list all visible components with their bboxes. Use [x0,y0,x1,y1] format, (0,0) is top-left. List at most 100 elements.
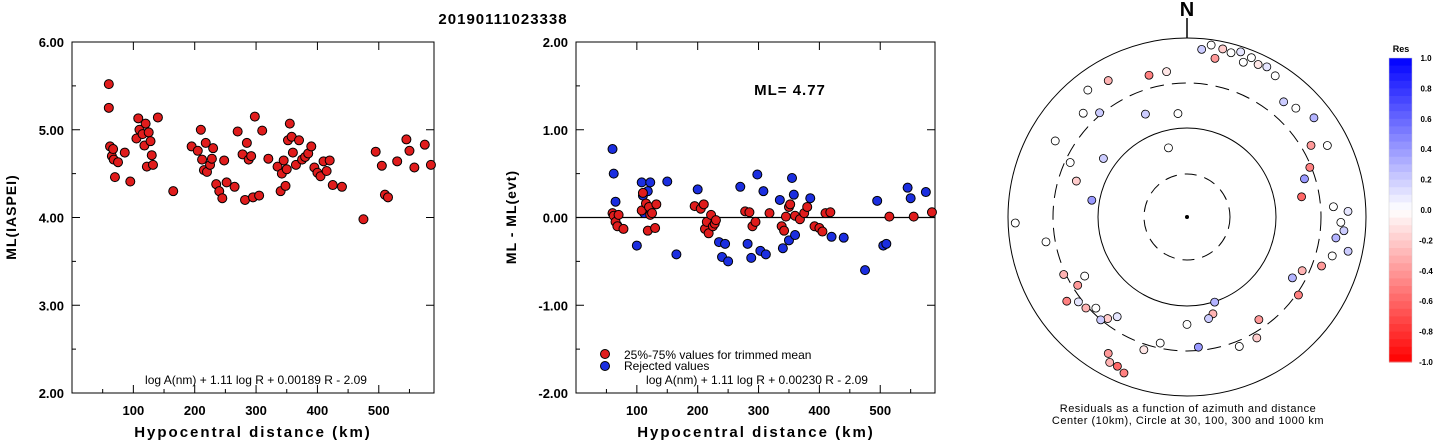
rejected-point [742,238,753,249]
colorbar-cell [1389,126,1412,135]
trimmed-point [710,215,721,226]
panel-middle-xtick-label: 300 [748,403,770,418]
colorbar: Res 1.0 0.8 0.6 0.4 0.2 0.0 -0.2 -0.4 -0.6 -0.8 -1… [1388,44,1433,367]
residual-point [1204,314,1213,323]
residual-point [1078,108,1088,118]
polar-caption-line1: Residuals as a function of azimuth and d… [1060,403,1316,415]
ml-point [287,147,298,158]
residual-point [1291,103,1301,113]
trimmed-point [698,199,709,210]
residual-point [1083,85,1093,95]
ml-point [168,186,179,197]
residual-point [1164,143,1173,153]
colorbar-cell [1389,164,1412,173]
panel-left-ylabel: ML(IASPEI) [3,174,19,259]
residual-point [1297,266,1307,276]
panel-middle-ylabel: ML - ML(evt) [503,170,519,264]
ml-point [140,118,151,129]
colorbar-cell [1389,232,1412,241]
residual-point [1210,53,1220,63]
residual-point [1173,109,1183,118]
residual-point [1329,202,1338,212]
colorbar-cell [1389,331,1412,340]
panel-left-xlabel: Hypocentral distance (km) [134,424,372,441]
residual-point [1062,296,1072,306]
rejected-point [636,177,647,188]
residual-point [1073,280,1083,290]
panel-middle: ML - ML(evt) Hypocentral distance (km) M… [503,35,937,441]
colorbar-frame [1388,57,1413,363]
rejected-point [735,181,746,192]
panel-middle-ytick-label: -2.00 [538,386,568,401]
panel-middle-ytick-label: 1.00 [543,123,568,138]
colorbar-cell [1389,118,1412,127]
panel-left-ytick-label: 6.00 [39,35,64,50]
panel-left-xtick-label: 100 [123,403,145,418]
colorbar-tick-label: -0.6 [1419,297,1433,306]
rejected-point [692,184,703,195]
residual-point [1065,158,1075,167]
trimmed-point [785,199,796,210]
residual-point [1322,141,1332,150]
residual-point [1141,109,1150,119]
panel-left-ytick-label: 3.00 [39,298,64,313]
residual-point [1327,251,1337,261]
panel-middle-xtick-label: 500 [869,403,891,418]
ml-point [401,134,412,145]
residual-point [1234,342,1244,351]
residual-point [1305,162,1315,172]
panel-left-xtick-label: 300 [245,403,267,418]
colorbar-tick-label: 0.4 [1420,145,1432,154]
residual-point [1297,192,1306,202]
residual-point [1343,246,1353,256]
panel-middle-ytick-label: 2.00 [543,35,568,50]
ml-point [125,176,136,187]
colorbar-cell [1389,172,1412,181]
colorbar-cell [1389,111,1412,120]
residual-point [1238,57,1248,67]
colorbar-cell [1389,179,1412,188]
residual-point [1254,315,1264,325]
colorbar-cell [1389,141,1412,150]
ml-point [197,154,208,165]
trimmed-point [744,207,755,218]
panel-left-ytick-label: 4.00 [39,211,64,226]
colorbar-cell [1389,225,1412,234]
residual-point [1197,44,1207,54]
rejected-point [760,249,771,260]
rejected-point [872,195,883,206]
ml-annotation: ML= 4.77 [754,82,826,99]
rejected-point [645,177,656,188]
ml-point [108,144,119,155]
rejected-point [671,249,682,260]
ml-point [257,125,268,136]
colorbar-cell [1389,88,1412,97]
ml-point [192,145,203,156]
trimmed-point [750,216,761,227]
panel-left-frame [71,41,435,394]
panel-left: ML(IASPEI) Hypocentral distance (km) log… [3,35,436,441]
trimmed-point [618,223,629,234]
panel-middle-formula: log A(nm) + 1.11 log R + 0.00230 R - 2.0… [646,373,868,387]
ml-point [336,181,347,192]
ml-point [219,155,230,166]
rejected-point [788,189,799,200]
ml-point [419,139,430,150]
residual-point [1050,136,1060,146]
residual-point [1288,273,1297,283]
residual-point [1300,174,1309,184]
ml-point [409,162,420,173]
north-label: N [1180,0,1194,21]
colorbar-title: Res [1393,44,1410,54]
colorbar-tick-label: -1.0 [1419,358,1433,367]
ml-point [249,111,260,122]
trimmed-point [647,208,658,219]
residual-point [1041,237,1051,247]
panel-left-formula: log A(nm) + 1.11 log R + 0.00189 R - 2.0… [145,373,367,387]
residual-point [1139,345,1149,355]
panel-middle-ytick-label: -1.00 [538,298,568,313]
residual-point [1306,140,1316,150]
residual-point [1096,315,1106,325]
trimmed-point [780,211,791,222]
ml-point [145,136,156,147]
